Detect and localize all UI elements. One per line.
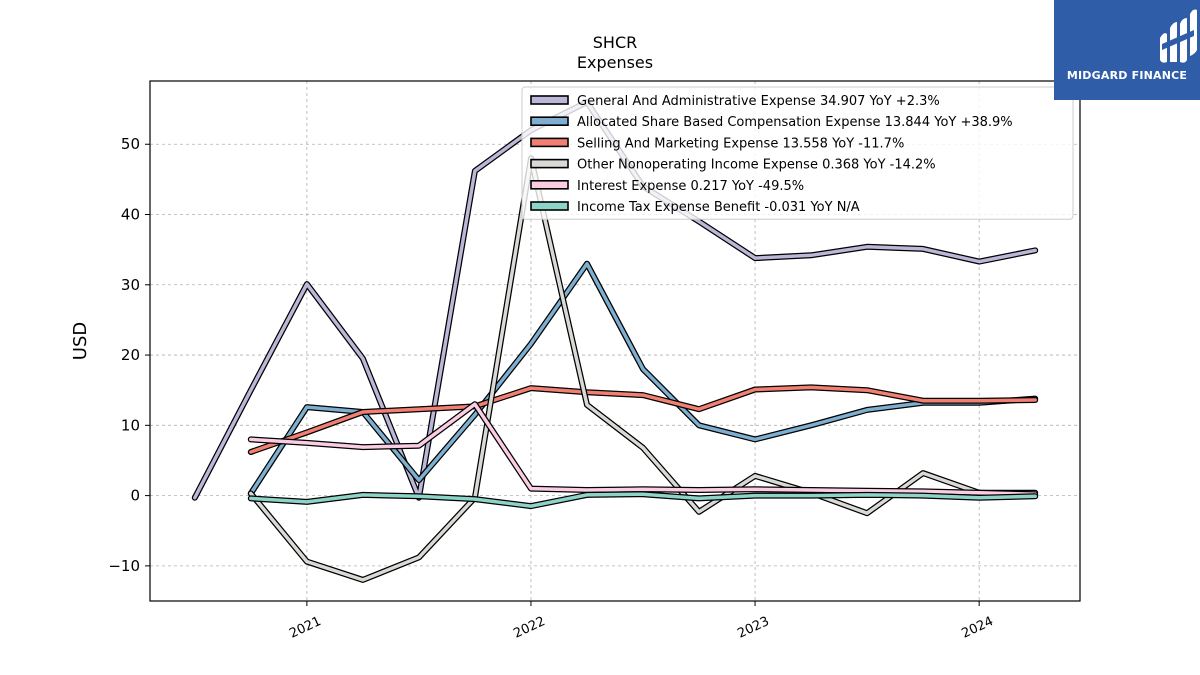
y-tick-label: 50 — [121, 135, 140, 153]
y-axis-label: USD — [70, 322, 91, 360]
y-tick-label: 10 — [121, 416, 140, 434]
legend-swatch — [530, 180, 569, 190]
legend-label: General And Administrative Expense 34.90… — [577, 94, 940, 109]
y-tick-label: 30 — [121, 276, 140, 294]
series-line — [247, 491, 1039, 510]
legend-label: Income Tax Expense Benefit -0.031 YoY N/… — [577, 200, 860, 215]
series-line-stroke — [249, 402, 1037, 496]
legend-swatch — [530, 95, 569, 105]
series-line — [247, 260, 1039, 497]
chart-subtitle: Expenses — [577, 53, 653, 72]
legend-swatch — [530, 116, 569, 126]
series-line — [247, 384, 1039, 455]
series-line-stroke — [249, 261, 1037, 496]
x-tick-label: 2022 — [511, 614, 547, 642]
y-tick-label: −10 — [108, 557, 140, 575]
legend-box — [521, 86, 1074, 220]
legend: General And Administrative Expense 34.90… — [521, 86, 1074, 220]
series-line — [247, 401, 1039, 498]
x-tick-label: 2023 — [735, 614, 771, 642]
midgard-finance-logo: MIDGARD FINANCE — [1054, 0, 1200, 100]
y-tick-label: 40 — [121, 206, 140, 224]
legend-swatch — [530, 137, 569, 148]
legend-label: Other Nonoperating Income Expense 0.368 … — [577, 158, 936, 173]
y-tick-label: 20 — [121, 346, 140, 364]
plot-frame — [149, 80, 1081, 602]
series-line — [247, 155, 1039, 583]
logo-text: MIDGARD FINANCE — [1066, 69, 1188, 82]
series-line-stroke — [249, 385, 1037, 454]
series-line-stroke — [249, 492, 1037, 508]
chart-title: SHCR — [593, 33, 637, 52]
legend-swatch — [530, 201, 569, 211]
legend-swatch — [530, 158, 569, 169]
legend-label: Interest Expense 0.217 YoY -49.5% — [577, 179, 804, 194]
legend-label: Selling And Marketing Expense 13.558 YoY… — [577, 136, 904, 151]
x-tick-label: 2021 — [287, 614, 323, 642]
series-line-stroke — [249, 156, 1037, 582]
y-tick-label: 0 — [130, 487, 140, 505]
x-tick-label: 2024 — [960, 614, 996, 642]
logo-mark-icon — [1160, 9, 1197, 63]
legend-label: Allocated Share Based Compensation Expen… — [577, 115, 1013, 130]
